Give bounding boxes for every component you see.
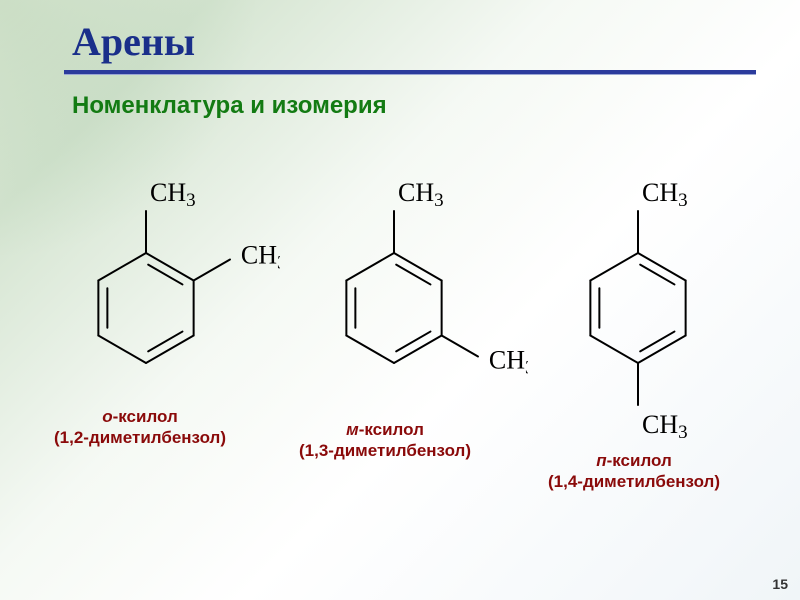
structures-area: CH3CH3о-ксилол(1,2-диметилбензол)CH3CH3м… — [30, 128, 770, 578]
slide-subtitle: Номенклатура и изомерия — [72, 92, 387, 120]
svg-text:CH3: CH3 — [241, 241, 280, 274]
m-xylene-caption: м-ксилол(1,3-диметилбензол) — [265, 419, 505, 462]
slide-title: Арены — [72, 18, 195, 65]
svg-text:CH3: CH3 — [150, 178, 196, 211]
p-xylene-structure: CH3 CH3 — [542, 138, 772, 478]
svg-text:CH3: CH3 — [398, 178, 444, 211]
svg-text:CH3: CH3 — [642, 410, 688, 443]
o-xylene-caption: о-ксилол(1,2-диметилбензол) — [20, 406, 260, 449]
page-number: 15 — [772, 576, 788, 592]
svg-text:CH3: CH3 — [489, 346, 528, 379]
svg-text:CH3: CH3 — [642, 178, 688, 211]
title-underline — [64, 70, 756, 75]
p-xylene-caption: п-ксилол(1,4-диметилбензол) — [514, 450, 754, 493]
